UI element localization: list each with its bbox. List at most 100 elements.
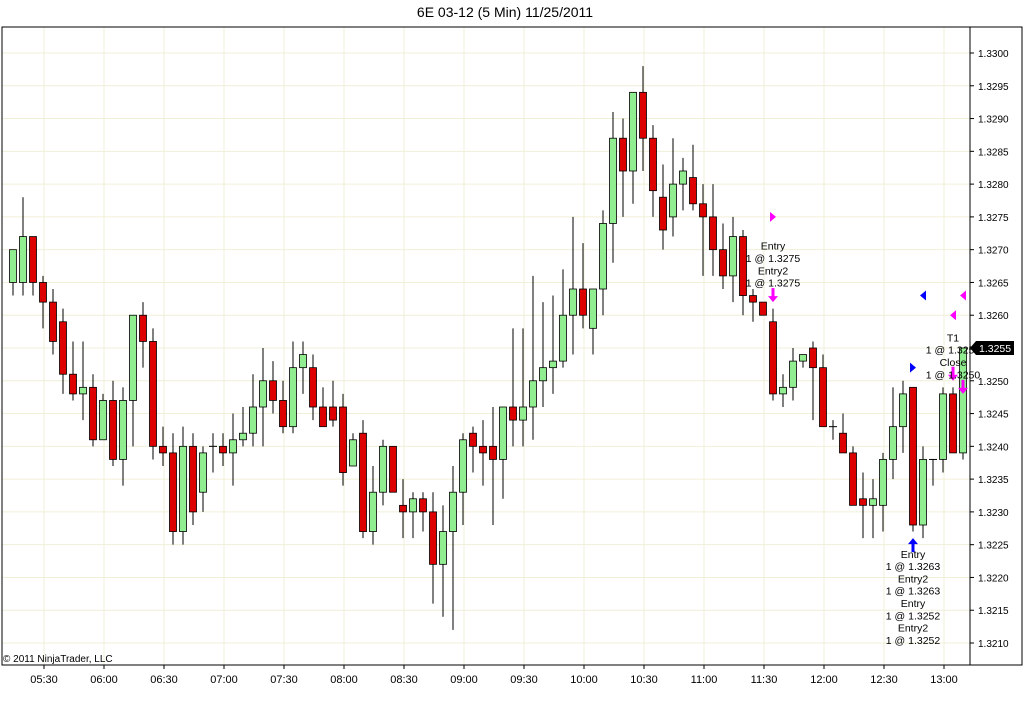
candle-body xyxy=(719,249,727,277)
plot-frame xyxy=(1,26,971,666)
x-tick-label: 07:30 xyxy=(270,674,298,686)
annotation-label: Entry2 xyxy=(898,623,929,635)
candle xyxy=(249,374,257,447)
candle xyxy=(419,492,427,532)
candle-body xyxy=(289,367,297,428)
candle xyxy=(339,393,347,486)
candle xyxy=(949,387,957,454)
candle-body xyxy=(609,137,617,224)
candle-body xyxy=(399,504,407,513)
price-axis-frame xyxy=(969,26,1023,666)
annotation-label: 1 @ 1.3275 xyxy=(746,278,801,290)
annotation-label: T1 xyxy=(947,332,959,344)
x-tick-label: 13:00 xyxy=(930,674,958,686)
buy-arrow-icon xyxy=(908,538,918,553)
candle-body xyxy=(409,498,417,513)
candle xyxy=(179,426,187,545)
grid-lines xyxy=(2,27,970,665)
candle xyxy=(569,216,577,355)
candle xyxy=(129,314,137,447)
y-tick-label: 1.3290 xyxy=(978,115,1009,126)
candle xyxy=(429,492,437,604)
candle xyxy=(679,157,687,211)
triangle-right-icon xyxy=(770,211,776,222)
annotation-label: Entry xyxy=(901,598,926,610)
candle xyxy=(29,236,37,296)
x-tick-label: 10:30 xyxy=(630,674,658,686)
annotation-label: Entry xyxy=(761,241,786,253)
candle-body xyxy=(299,354,307,369)
candle-body xyxy=(429,511,437,565)
y-tick-label: 1.3275 xyxy=(978,213,1009,224)
x-tick-label: 09:30 xyxy=(510,674,538,686)
x-tick-label: 05:30 xyxy=(30,674,58,686)
candle xyxy=(709,184,717,276)
candle-body xyxy=(849,452,857,506)
candle-body xyxy=(769,321,777,395)
candle-body xyxy=(319,406,327,428)
candle xyxy=(389,445,397,493)
annotation-label: 1 @ 1.3263 xyxy=(886,586,941,598)
candle-body xyxy=(669,183,677,218)
candle xyxy=(349,433,357,467)
candle xyxy=(159,426,167,467)
candle-body xyxy=(789,360,797,388)
candle-body xyxy=(49,301,57,342)
candle xyxy=(109,380,117,467)
candle-body xyxy=(529,380,537,408)
candle-body xyxy=(59,321,67,375)
candle xyxy=(539,302,547,408)
candle-body xyxy=(389,445,397,493)
candle-body xyxy=(479,445,487,454)
candle-body xyxy=(89,386,97,441)
candle-body xyxy=(639,91,647,139)
candle xyxy=(929,458,937,486)
candle xyxy=(579,243,587,329)
candle xyxy=(79,341,87,421)
candle xyxy=(869,479,877,539)
last-price-label: 1.3255 xyxy=(979,343,1011,355)
candle-body xyxy=(659,196,667,231)
candle xyxy=(529,275,537,440)
candle xyxy=(359,420,367,539)
candle xyxy=(639,66,647,172)
x-tick-label: 07:00 xyxy=(210,674,238,686)
x-tick-label: 12:00 xyxy=(810,674,838,686)
candle-body xyxy=(269,380,277,401)
x-tick-label: 08:00 xyxy=(330,674,358,686)
candle xyxy=(649,125,657,217)
candle-body xyxy=(959,347,967,454)
annotation-label: Entry2 xyxy=(898,573,929,585)
candle xyxy=(519,328,527,447)
candle xyxy=(279,380,287,434)
candle-body xyxy=(109,400,117,460)
candle-body xyxy=(889,426,897,460)
y-tick-label: 1.3225 xyxy=(978,541,1009,552)
candle-body xyxy=(309,367,317,408)
candle-body xyxy=(119,400,127,460)
candle-body xyxy=(439,531,447,565)
candle xyxy=(169,433,177,545)
candle-body xyxy=(939,393,947,460)
last-price-marker xyxy=(970,341,1014,356)
candle xyxy=(599,210,607,316)
candle-body xyxy=(39,282,47,303)
candle xyxy=(69,341,77,401)
candle xyxy=(99,393,107,441)
x-tick-label: 06:00 xyxy=(90,674,118,686)
candle-body xyxy=(649,137,657,192)
time-axis: 05:30 06:00 06:30 07:00 07:30 08:00 08:30 09:00… xyxy=(30,665,958,686)
candle-body xyxy=(179,445,187,532)
candle-body xyxy=(629,91,637,172)
candle-body xyxy=(359,432,367,532)
annotation-label: 1 @ 1.3250 xyxy=(926,369,981,381)
candle-body xyxy=(559,314,567,362)
candle xyxy=(139,302,147,368)
candle xyxy=(899,380,907,453)
candle xyxy=(379,439,387,506)
candle-body xyxy=(619,137,627,172)
candle-body xyxy=(79,386,87,395)
candle xyxy=(149,328,157,460)
